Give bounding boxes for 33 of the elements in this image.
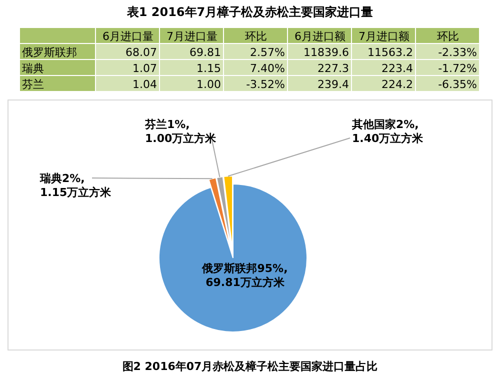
- text: 11563.2: [368, 46, 413, 59]
- text: 1.07: [132, 62, 157, 75]
- category-label: 6月进口量: [102, 30, 154, 43]
- text: 图2 2016年07月赤松及樟子松主要国家进口量占比: [122, 360, 378, 373]
- category-label: 环比: [437, 30, 459, 43]
- category-label: 7月进口额: [358, 30, 410, 43]
- text: 227.3: [318, 62, 349, 75]
- slice-label: 俄罗斯联邦95%, 69.81万立方米: [201, 262, 288, 289]
- slice-label: 芬兰1%, 1.00万立方米: [144, 118, 218, 145]
- category-label: 环比: [245, 30, 267, 43]
- category-label: 瑞典: [22, 62, 44, 75]
- text: -3.52%: [246, 78, 285, 91]
- category-label: 6月进口额: [294, 30, 346, 43]
- text: 11839.6: [304, 46, 349, 59]
- category-label: 俄罗斯联邦: [22, 46, 77, 59]
- slice-label: 其他国家2%, 1.40万立方米: [351, 118, 424, 145]
- text: 2.57%: [250, 46, 285, 59]
- category-label: 7月进口量: [166, 30, 218, 43]
- text: 表1 2016年7月樟子松及赤松主要国家进口量: [126, 5, 374, 19]
- text: -6.35%: [438, 78, 477, 91]
- slice-label: 瑞典2%, 1.15万立方米: [39, 172, 112, 199]
- text: 1.00: [196, 78, 221, 91]
- text: -1.72%: [438, 62, 477, 75]
- text: -2.33%: [438, 46, 477, 59]
- text: 1.04: [132, 78, 157, 91]
- text: 223.4: [382, 62, 413, 75]
- category-label: 芬兰: [22, 78, 44, 91]
- text: 68.07: [126, 46, 157, 59]
- text: 69.81: [190, 46, 221, 59]
- text: 224.2: [382, 78, 413, 91]
- text: 239.4: [318, 78, 349, 91]
- text: 7.40%: [250, 62, 285, 75]
- text: 1.15: [196, 62, 221, 75]
